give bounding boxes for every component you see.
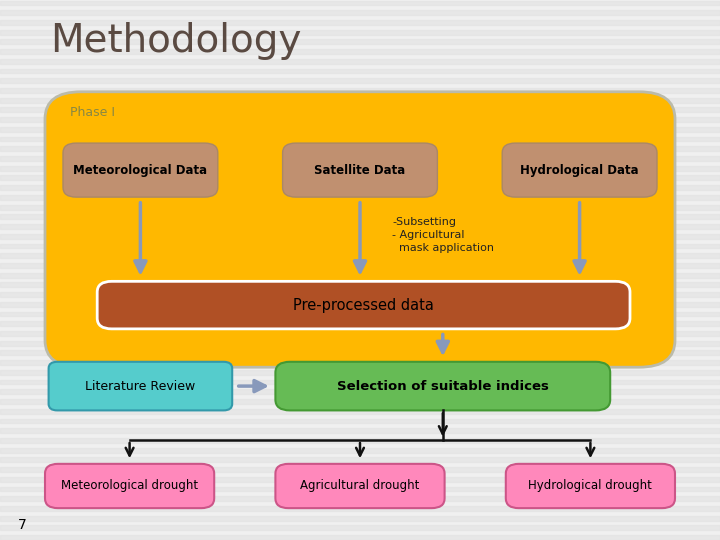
Bar (0, 428, 720, 433)
Bar (0, 477, 720, 482)
Bar (0, 146, 720, 151)
FancyBboxPatch shape (97, 281, 630, 329)
Bar (0, 273, 720, 278)
Text: Pre-processed data: Pre-processed data (293, 298, 434, 313)
FancyBboxPatch shape (275, 362, 610, 410)
Bar (0, 263, 720, 268)
Bar (0, 350, 720, 355)
Bar (0, 195, 720, 200)
Bar (0, 516, 720, 521)
FancyBboxPatch shape (45, 464, 215, 508)
FancyBboxPatch shape (45, 92, 675, 367)
Bar (0, 448, 720, 453)
Bar (0, 487, 720, 491)
Text: Literature Review: Literature Review (85, 380, 196, 393)
Bar (0, 302, 720, 307)
Bar (0, 525, 720, 530)
Text: Satellite Data: Satellite Data (315, 164, 405, 177)
Bar (0, 1, 720, 5)
Text: Hydrological drought: Hydrological drought (528, 480, 652, 492)
FancyBboxPatch shape (275, 464, 444, 508)
Bar (0, 380, 720, 384)
Text: 7: 7 (18, 518, 27, 532)
Bar (0, 535, 720, 540)
Bar (0, 214, 720, 219)
Text: Selection of suitable indices: Selection of suitable indices (337, 380, 549, 393)
Bar (0, 321, 720, 326)
FancyBboxPatch shape (49, 362, 232, 410)
Bar (0, 360, 720, 365)
Bar (0, 10, 720, 15)
Bar (0, 244, 720, 248)
Bar (0, 98, 720, 103)
Text: -Subsetting
- Agricultural
  mask application: -Subsetting - Agricultural mask applicat… (392, 217, 495, 253)
FancyBboxPatch shape (283, 143, 438, 197)
Bar (0, 399, 720, 404)
Bar (0, 224, 720, 229)
Text: Agricultural drought: Agricultural drought (300, 480, 420, 492)
Bar (0, 253, 720, 258)
Bar (0, 234, 720, 239)
Bar (0, 127, 720, 132)
Bar (0, 176, 720, 180)
Bar (0, 156, 720, 161)
FancyBboxPatch shape (63, 143, 217, 197)
FancyBboxPatch shape (505, 464, 675, 508)
Bar (0, 331, 720, 336)
Text: Methodology: Methodology (50, 22, 302, 59)
Bar (0, 389, 720, 394)
Text: Meteorological Data: Meteorological Data (73, 164, 207, 177)
Bar (0, 496, 720, 501)
Text: Hydrological Data: Hydrological Data (521, 164, 639, 177)
Bar (0, 30, 720, 35)
Bar (0, 49, 720, 54)
Bar (0, 282, 720, 287)
Bar (0, 88, 720, 93)
Bar (0, 107, 720, 112)
Bar (0, 341, 720, 346)
Bar (0, 78, 720, 83)
Bar (0, 312, 720, 316)
Text: Meteorological drought: Meteorological drought (61, 480, 198, 492)
Bar (0, 20, 720, 25)
Bar (0, 39, 720, 44)
Bar (0, 292, 720, 297)
Bar (0, 418, 720, 423)
Bar (0, 137, 720, 141)
Bar (0, 117, 720, 122)
Bar (0, 457, 720, 462)
Bar (0, 467, 720, 472)
Bar (0, 69, 720, 73)
Bar (0, 205, 720, 210)
Bar (0, 185, 720, 190)
Bar (0, 166, 720, 171)
FancyBboxPatch shape (503, 143, 657, 197)
Bar (0, 370, 720, 375)
Bar (0, 409, 720, 414)
Text: Phase I: Phase I (71, 106, 115, 119)
Bar (0, 438, 720, 443)
Bar (0, 506, 720, 511)
Bar (0, 59, 720, 64)
